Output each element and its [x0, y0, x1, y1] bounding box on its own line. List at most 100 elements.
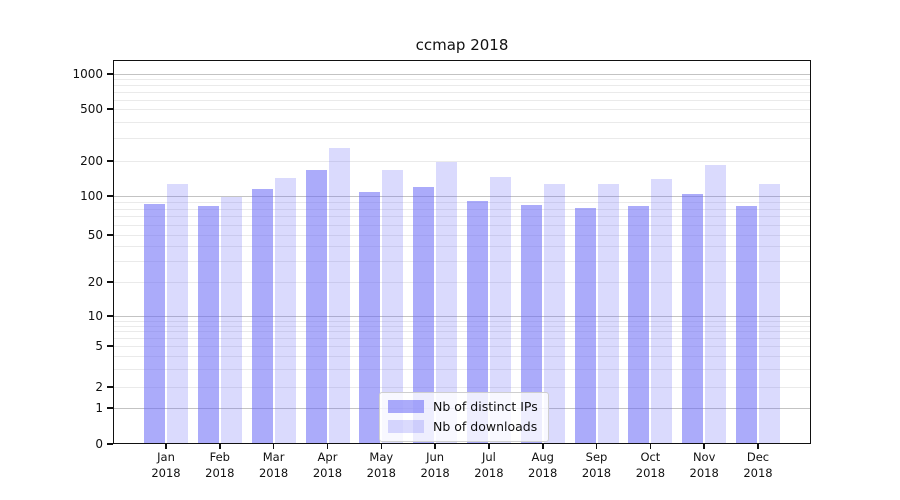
bar-distinct-ips-aug — [520, 205, 542, 444]
plot-area — [113, 60, 811, 444]
gridline-minor-80 — [113, 208, 811, 210]
x-tick-label-jun: Jun 2018 — [408, 449, 462, 481]
x-tick-month-jun: Jun — [426, 450, 445, 464]
x-tick-year-jun: 2018 — [420, 466, 450, 480]
legend: Nb of distinct IPs Nb of downloads — [379, 392, 549, 442]
legend-label-downloads: Nb of downloads — [433, 418, 538, 434]
y-tick-label-200: 200 — [80, 154, 103, 168]
x-tick-mark-jul — [488, 444, 490, 449]
x-tick-label-dec: Dec 2018 — [731, 449, 785, 481]
chart-title: ccmap 2018 — [415, 36, 509, 54]
bar-distinct-ips-dec — [736, 205, 757, 444]
x-tick-year-nov: 2018 — [689, 466, 719, 480]
y-tick-label-50: 50 — [87, 228, 103, 242]
x-tick-month-feb: Feb — [209, 450, 230, 464]
bar-downloads-jul — [489, 176, 511, 444]
x-tick-month-jul: Jul — [481, 450, 496, 464]
x-tick-mark-dec — [757, 444, 759, 449]
x-tick-month-jan: Jan — [157, 450, 175, 464]
x-tick-month-oct: Oct — [640, 450, 661, 464]
y-tick-mark-1 — [107, 407, 113, 409]
bar-downloads-dec — [759, 183, 780, 444]
bar-downloads-jan — [167, 183, 188, 444]
bar-downloads-aug — [543, 184, 565, 444]
legend-entry-downloads: Nb of downloads — [388, 418, 538, 435]
x-tick-label-sep: Sep 2018 — [570, 449, 624, 481]
bar-distinct-ips-sep — [574, 207, 596, 444]
x-tick-label-apr: Apr 2018 — [301, 449, 355, 481]
gridline-minor-40 — [113, 246, 811, 248]
bar-downloads-may — [382, 169, 404, 444]
bar-distinct-ips-jul — [466, 200, 488, 444]
gridline-minor-3 — [113, 368, 811, 370]
gridline-minor-600 — [113, 99, 811, 101]
bar-distinct-ips-jun — [413, 187, 435, 444]
y-tick-mark-0 — [107, 443, 113, 445]
gridline-minor-2 — [113, 387, 811, 388]
x-tick-month-mar: Mar — [262, 450, 285, 464]
x-tick-mark-oct — [649, 444, 652, 449]
x-tick-mark-sep — [595, 444, 598, 449]
x-tick-year-dec: 2018 — [743, 466, 773, 480]
x-tick-year-may: 2018 — [366, 466, 396, 480]
gridline-minor-60 — [113, 224, 811, 226]
x-tick-mark-mar — [272, 444, 275, 449]
y-tick-label-20: 20 — [87, 275, 103, 289]
bar-distinct-ips-feb — [197, 205, 219, 444]
gridline-minor-4 — [113, 356, 811, 357]
x-tick-year-jan: 2018 — [151, 466, 181, 480]
y-tick-mark-2 — [107, 386, 113, 388]
x-tick-label-oct: Oct 2018 — [623, 449, 677, 481]
gridline-minor-8 — [113, 325, 811, 327]
x-tick-mark-aug — [542, 444, 544, 449]
y-tick-label-10: 10 — [87, 309, 103, 323]
gridline-minor-9 — [113, 320, 811, 322]
bar-downloads-nov — [705, 164, 727, 444]
y-tick-label-500: 500 — [80, 102, 103, 116]
x-tick-label-nov: Nov 2018 — [677, 449, 731, 481]
y-tick-label-0: 0 — [95, 437, 103, 451]
x-tick-month-aug: Aug — [531, 450, 554, 464]
plot-canvas — [113, 60, 811, 444]
gridline-major-10 — [113, 316, 811, 317]
bar-downloads-apr — [328, 147, 350, 444]
bar-downloads-feb — [220, 196, 242, 444]
y-tick-mark-1000 — [107, 73, 113, 75]
x-tick-month-nov: Nov — [692, 450, 716, 464]
x-tick-mark-jun — [434, 444, 436, 449]
gridline-major-100 — [113, 196, 811, 197]
x-tick-label-mar: Mar 2018 — [247, 449, 301, 481]
bar-distinct-ips-may — [359, 192, 381, 444]
x-tick-mark-jan — [165, 444, 167, 449]
x-tick-label-may: May 2018 — [354, 449, 408, 481]
y-tick-label-1000: 1000 — [72, 67, 103, 81]
x-tick-year-aug: 2018 — [528, 466, 558, 480]
gridline-minor-300 — [113, 138, 811, 139]
x-tick-month-sep: Sep — [585, 450, 608, 464]
gridline-minor-200 — [113, 161, 811, 162]
bar-distinct-ips-nov — [682, 194, 704, 444]
gridline-minor-90 — [113, 201, 811, 203]
x-tick-month-apr: Apr — [317, 450, 338, 464]
gridline-minor-70 — [113, 216, 811, 218]
y-tick-mark-5 — [107, 345, 113, 347]
gridline-minor-500 — [113, 109, 811, 110]
bar-downloads-mar — [274, 177, 296, 444]
y-tick-mark-10 — [107, 315, 113, 317]
bar-distinct-ips-jan — [144, 203, 165, 444]
gridline-minor-20 — [113, 282, 811, 283]
bar-distinct-ips-oct — [628, 205, 650, 444]
gridline-minor-50 — [113, 235, 811, 236]
x-tick-mark-feb — [219, 444, 221, 449]
y-tick-mark-50 — [107, 234, 113, 236]
gridline-minor-7 — [113, 331, 811, 333]
x-tick-year-jul: 2018 — [474, 466, 504, 480]
x-tick-month-dec: Dec — [746, 450, 770, 464]
x-tick-label-jul: Jul 2018 — [462, 449, 516, 481]
gridline-minor-6 — [113, 338, 811, 340]
x-tick-mark-nov — [703, 444, 705, 449]
gridline-minor-400 — [113, 121, 811, 123]
legend-swatch-downloads — [388, 420, 424, 433]
x-tick-year-mar: 2018 — [258, 466, 289, 480]
